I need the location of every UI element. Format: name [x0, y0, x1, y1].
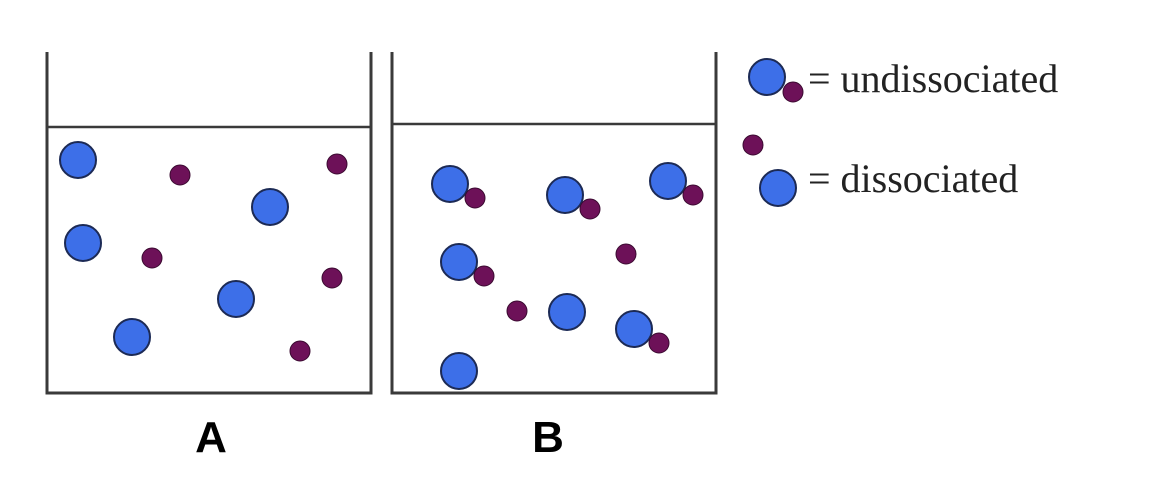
large-ion — [217, 280, 255, 318]
large-ion — [113, 318, 151, 356]
large-ion — [64, 224, 102, 262]
legend-free-small-ion — [742, 134, 764, 156]
undissociated-pair — [431, 165, 486, 209]
legend-small-ion — [782, 81, 804, 103]
pair-small-ion — [648, 332, 670, 354]
legend-dissociated-symbol — [742, 134, 797, 207]
pair-large-ion — [615, 310, 653, 348]
beaker-a-outline — [45, 52, 373, 395]
large-ion — [251, 188, 289, 226]
small-ion — [321, 267, 343, 289]
large-ion — [440, 352, 478, 390]
pair-large-ion — [546, 176, 584, 214]
undissociated-pair — [615, 310, 670, 354]
pair-small-ion — [473, 265, 495, 287]
pair-small-ion — [579, 198, 601, 220]
legend: = undissociated = dissociated — [742, 56, 1058, 207]
legend-undissociated-label: = undissociated — [808, 56, 1058, 101]
undissociated-pair — [440, 243, 495, 287]
legend-free-large-ion — [759, 169, 797, 207]
large-ion — [548, 293, 586, 331]
beaker-b-particles — [431, 162, 704, 390]
legend-dissociated-label: = dissociated — [808, 156, 1018, 201]
small-ion — [169, 164, 191, 186]
pair-large-ion — [649, 162, 687, 200]
legend-large-ion — [748, 58, 786, 96]
beaker-a-particles — [59, 141, 348, 362]
small-ion — [326, 153, 348, 175]
undissociated-pair — [546, 176, 601, 220]
beaker-a: A — [45, 52, 373, 462]
beaker-b-label: B — [532, 413, 564, 462]
large-ion — [59, 141, 97, 179]
pair-large-ion — [431, 165, 469, 203]
beaker-b: B — [390, 52, 718, 462]
pair-large-ion — [440, 243, 478, 281]
undissociated-pair — [649, 162, 704, 206]
small-ion — [289, 340, 311, 362]
pair-small-ion — [682, 184, 704, 206]
beaker-b-outline — [390, 52, 718, 395]
beaker-a-label: A — [195, 413, 227, 462]
legend-undissociated-symbol — [748, 58, 804, 103]
small-ion — [141, 247, 163, 269]
small-ion — [506, 300, 528, 322]
small-ion — [615, 243, 637, 265]
pair-small-ion — [464, 187, 486, 209]
